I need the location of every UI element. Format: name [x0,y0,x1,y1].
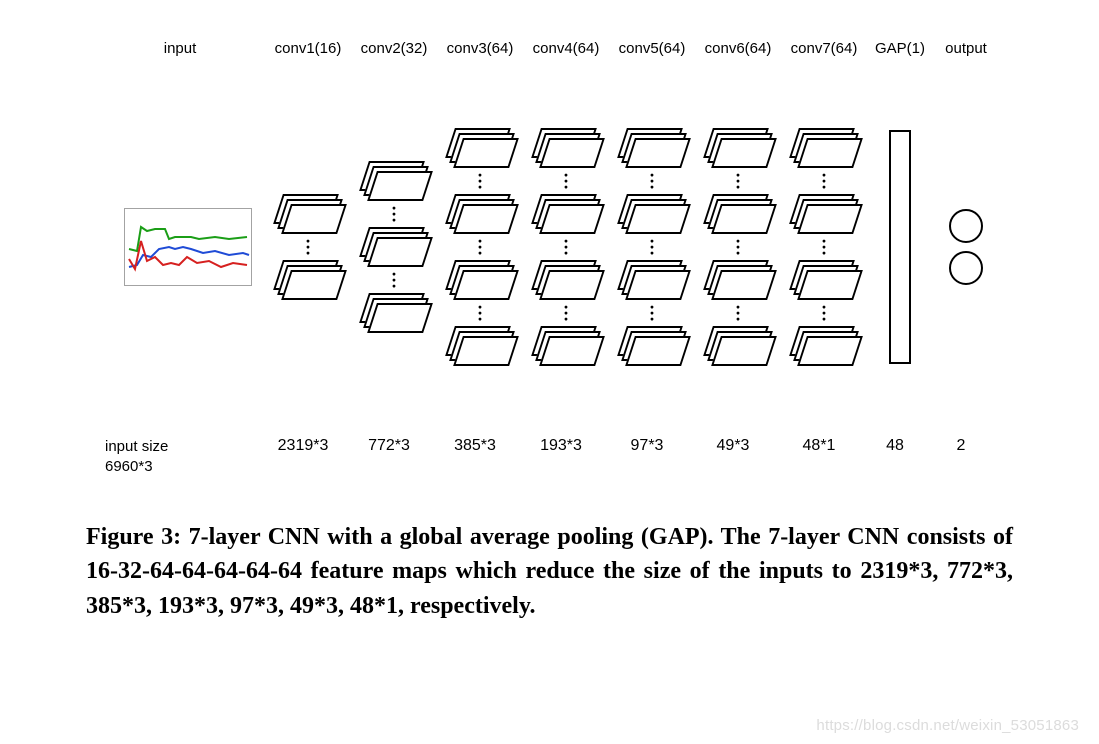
header-conv2: conv2(32) [351,40,437,57]
vertical-ellipsis-icon: ··· [821,304,827,322]
vertical-ellipsis-icon: ··· [735,304,741,322]
feature-map-stack-icon [622,260,682,300]
layer-body-row: ········································… [110,57,1099,437]
feature-map-stack-icon [708,194,768,234]
vertical-ellipsis-icon: ··· [563,172,569,190]
vertical-ellipsis-icon: ··· [649,172,655,190]
size-gap: 48 [862,437,928,455]
vertical-ellipsis-icon: ··· [563,304,569,322]
vertical-ellipsis-icon: ··· [649,238,655,256]
vertical-ellipsis-icon: ··· [649,304,655,322]
header-conv7: conv7(64) [781,40,867,57]
vertical-ellipsis-icon: ··· [821,238,827,256]
layer-column-conv6: ··· ··· ··· [695,128,781,366]
feature-map-stack-icon [536,128,596,168]
vertical-ellipsis-icon: ··· [735,172,741,190]
figure-text: 7-layer CNN with a global average poolin… [86,524,1013,620]
input-size-caption: input size 6960*3 [105,437,260,478]
vertical-ellipsis-icon: ··· [563,238,569,256]
figure-label: Figure 3: [86,524,181,550]
feature-map-stack-icon [536,260,596,300]
feature-map-stack-icon [364,161,424,201]
gap-vector-icon [889,130,911,364]
layer-column-conv3: ··· ··· ··· [437,128,523,366]
feature-map-stack-icon [794,326,854,366]
layer-header-row: input conv1(16) conv2(32) conv3(64) conv… [145,40,1099,57]
vertical-ellipsis-icon: ··· [477,172,483,190]
cnn-architecture-diagram: input conv1(16) conv2(32) conv3(64) conv… [0,0,1099,478]
layer-size-row: input size 6960*3 2319*3 772*3 385*3 193… [0,437,1099,478]
size-conv2: 772*3 [346,437,432,455]
size-output: 2 [928,437,994,455]
output-node-icon [949,251,983,285]
feature-map-stack-icon [364,293,424,333]
feature-map-stack-icon [450,128,510,168]
header-conv5: conv5(64) [609,40,695,57]
size-conv5: 97*3 [604,437,690,455]
input-signal-thumbnail [124,208,252,286]
size-input: 6960*3 [105,458,153,475]
vertical-ellipsis-icon: ··· [477,304,483,322]
feature-map-stack-icon [622,326,682,366]
output-node-icon [949,209,983,243]
size-conv1: 2319*3 [260,437,346,455]
feature-map-stack-icon [794,194,854,234]
header-gap: GAP(1) [867,40,933,57]
feature-map-stack-icon [536,194,596,234]
feature-map-stack-icon [278,194,338,234]
feature-map-stack-icon [794,128,854,168]
vertical-ellipsis-icon: ··· [477,238,483,256]
gap-column [867,130,933,364]
feature-map-stack-icon [536,326,596,366]
feature-map-stack-icon [450,260,510,300]
layer-column-conv2: ··· ··· [351,128,437,366]
feature-map-columns: ········································… [265,128,867,366]
layer-column-conv4: ··· ··· ··· [523,128,609,366]
size-conv3: 385*3 [432,437,518,455]
feature-map-stack-icon [708,128,768,168]
input-signal-plot-icon [125,209,251,285]
feature-map-stack-icon [708,326,768,366]
vertical-ellipsis-icon: ··· [391,205,397,223]
watermark-text: https://blog.csdn.net/weixin_53051863 [816,717,1079,734]
layer-column-conv1: ··· [265,128,351,366]
feature-map-stack-icon [708,260,768,300]
feature-map-stack-icon [450,194,510,234]
feature-map-stack-icon [622,194,682,234]
size-conv7: 48*1 [776,437,862,455]
size-conv4: 193*3 [518,437,604,455]
feature-map-stack-icon [364,227,424,267]
header-output: output [933,40,999,57]
vertical-ellipsis-icon: ··· [305,238,311,256]
header-conv6: conv6(64) [695,40,781,57]
layer-column-conv5: ··· ··· ··· [609,128,695,366]
size-conv6: 49*3 [690,437,776,455]
output-column [933,209,999,285]
vertical-ellipsis-icon: ··· [735,238,741,256]
header-conv4: conv4(64) [523,40,609,57]
feature-map-stack-icon [278,260,338,300]
layer-column-conv7: ··· ··· ··· [781,128,867,366]
figure-caption: Figure 3: 7-layer CNN with a global aver… [86,520,1013,624]
header-input: input [145,40,215,57]
header-conv1: conv1(16) [265,40,351,57]
header-conv3: conv3(64) [437,40,523,57]
feature-map-stack-icon [794,260,854,300]
feature-map-stack-icon [450,326,510,366]
feature-map-stack-icon [622,128,682,168]
vertical-ellipsis-icon: ··· [821,172,827,190]
vertical-ellipsis-icon: ··· [391,271,397,289]
